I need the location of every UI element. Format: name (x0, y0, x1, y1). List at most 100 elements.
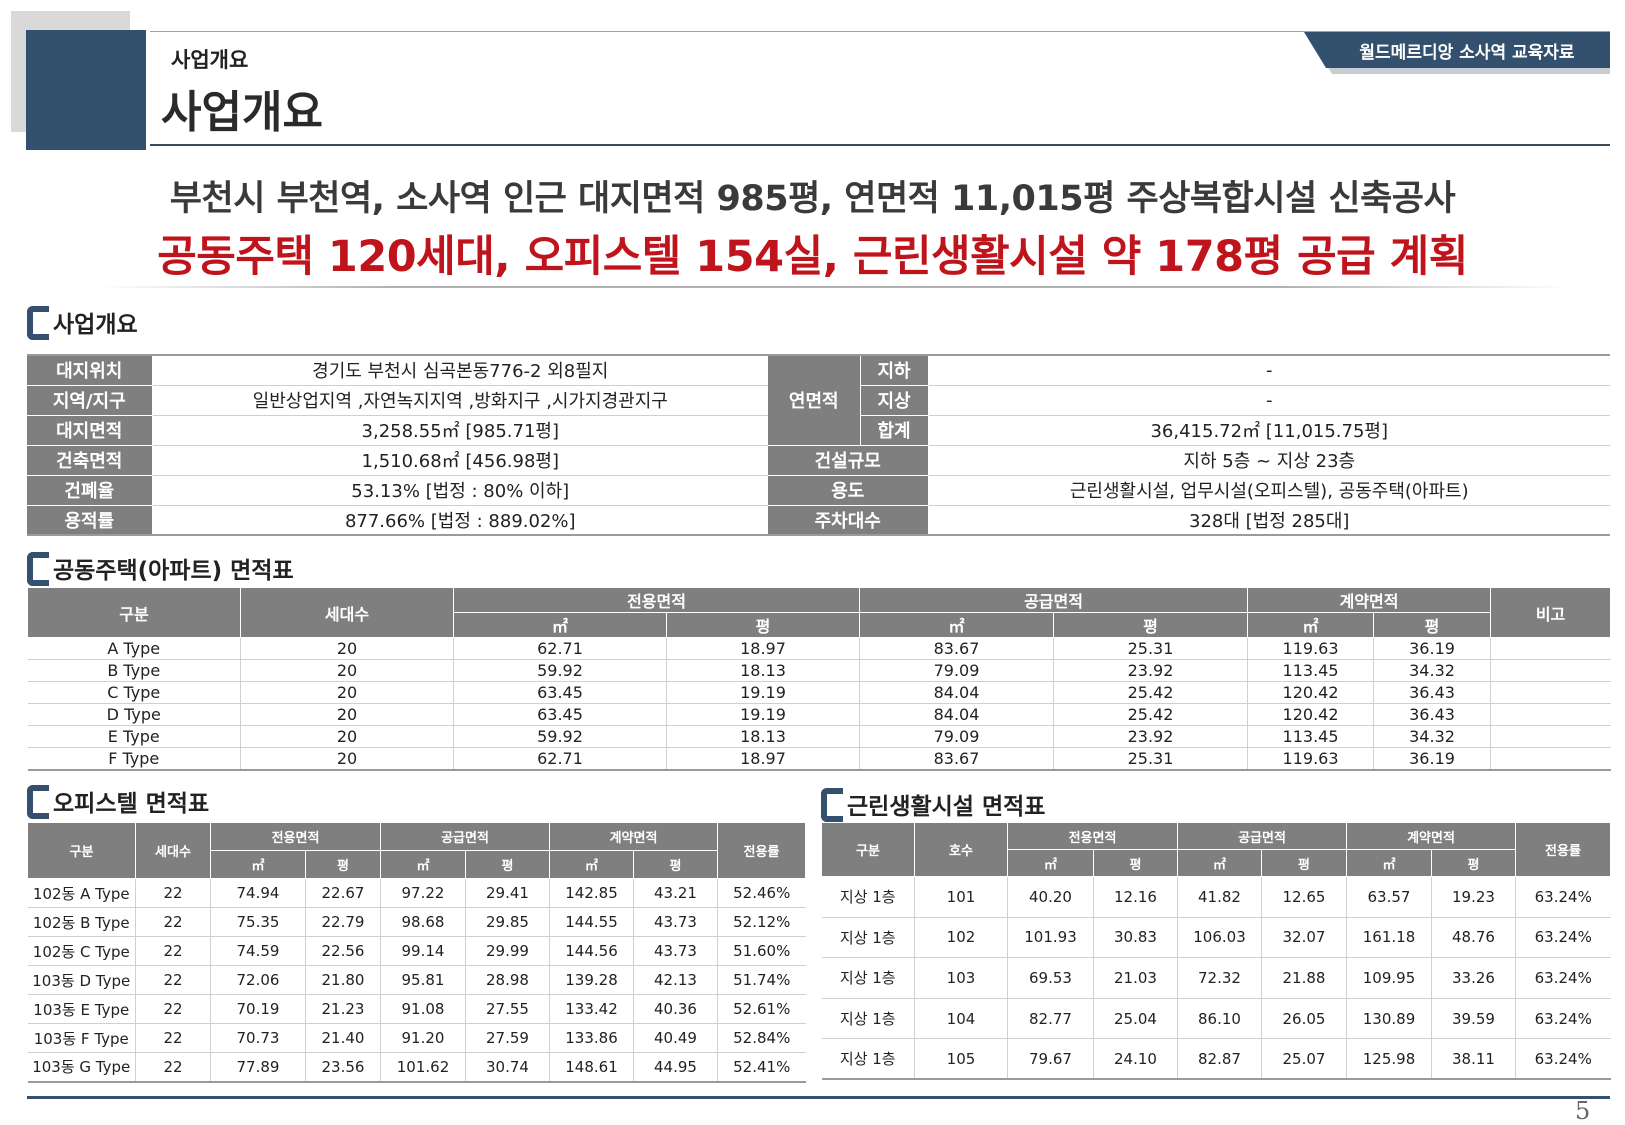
header-exclusive: 전용면적 (452, 587, 861, 613)
table-cell: 119.63 (1247, 637, 1375, 660)
overview-value: 경기도 부천시 심곡본동776-2 외8필지 (152, 354, 768, 386)
table-cell: 79.67 (1007, 1038, 1094, 1081)
section-title-officetel: 오피스텔 면적표 (27, 785, 209, 819)
table-row: 102동 C Type 22 74.59 22.56 99.14 29.99 144.56 4… (27, 936, 806, 966)
table-cell: 86.10 (1177, 998, 1262, 1040)
overview-label: 건설규모 (768, 445, 929, 476)
table-row: 지상 1층 103 69.53 21.03 72.32 21.88 109.95 33.26 6… (821, 957, 1611, 999)
table-cell: 82.77 (1007, 998, 1094, 1040)
table-cell: 40.20 (1007, 876, 1094, 918)
table-cell: 43.21 (633, 878, 718, 908)
table-cell: E Type (27, 725, 241, 748)
table-cell: 91.08 (380, 994, 466, 1024)
table-cell: 43.73 (633, 936, 718, 966)
section-bracket-icon (821, 788, 843, 822)
section-title-text: 근린생활시설 면적표 (847, 794, 1046, 820)
section-title-apartment: 공동주택(아파트) 면적표 (27, 552, 294, 586)
table-cell: 98.68 (380, 907, 466, 937)
header-pyeong: 평 (1053, 612, 1249, 638)
table-cell: 62.71 (453, 637, 667, 660)
table-cell: 32.07 (1261, 917, 1347, 959)
footer-rule (27, 1096, 1610, 1099)
table-cell: 20 (240, 703, 454, 726)
table-cell: 109.95 (1346, 957, 1432, 999)
table-cell: 30.83 (1093, 917, 1178, 959)
overview-floor-area-label: 연면적 (768, 354, 861, 446)
table-cell: 23.92 (1053, 659, 1249, 682)
table-cell: 103동 E Type (27, 994, 136, 1024)
table-cell: 62.71 (453, 747, 667, 771)
overview-value: 근린생활시설, 업무시설(오피스텔), 공동주택(아파트) (928, 475, 1610, 506)
table-cell: 36.19 (1373, 747, 1492, 771)
retail-rows: 지상 1층 101 40.20 12.16 41.82 12.65 63.57 19.23 63… (821, 876, 1611, 1081)
table-cell: 22 (135, 1023, 211, 1053)
table-cell: 22.56 (305, 936, 381, 966)
table-cell: 22.79 (305, 907, 381, 937)
table-cell: 21.03 (1093, 957, 1178, 999)
page-number: 5 (1575, 1097, 1591, 1125)
table-cell: 43.73 (633, 907, 718, 937)
table-cell: 29.41 (465, 878, 550, 908)
table-cell: 103동 F Type (27, 1023, 136, 1053)
table-cell (1490, 747, 1611, 771)
section-title-text: 공동주택(아파트) 면적표 (53, 558, 294, 584)
apartment-area-table: 구분 세대수 전용면적 공급면적 계약면적 비고 ㎡ 평 ㎡ 평 ㎡ 평 A T… (27, 587, 1612, 771)
table-cell: 25.31 (1053, 637, 1249, 660)
table-cell: 27.55 (465, 994, 550, 1024)
table-cell: 28.98 (465, 965, 550, 995)
overview-value: 일반상업지역 ,자연녹지지역 ,방화지구 ,시가지경관지구 (152, 385, 768, 416)
table-cell: 지상 1층 (821, 917, 915, 959)
header-sqm: ㎡ (859, 612, 1055, 638)
header-type: 구분 (27, 587, 241, 638)
section-bracket-icon (27, 552, 49, 586)
section-bracket-icon (27, 306, 49, 340)
headline-summary: 부천시 부천역, 소사역 인근 대지면적 985평, 연면적 11,015평 주… (169, 179, 1456, 219)
table-cell: 30.74 (465, 1052, 550, 1083)
table-cell: 33.26 (1431, 957, 1516, 999)
table-cell: 48.76 (1431, 917, 1516, 959)
table-cell: 82.87 (1177, 1038, 1262, 1081)
table-cell: 20 (240, 637, 454, 660)
table-cell (1490, 659, 1611, 682)
table-cell: 79.09 (859, 659, 1055, 682)
section-title-overview: 사업개요 (27, 306, 138, 340)
overview-label: 합계 (860, 415, 929, 446)
table-cell: 83.67 (859, 747, 1055, 771)
table-row: A Type 20 62.71 18.97 83.67 25.31 119.63 36.19 (27, 637, 1611, 660)
section-title-retail: 근린생활시설 면적표 (821, 788, 1046, 822)
header-bottom-rule (150, 144, 1610, 146)
header-corner-block (26, 30, 146, 150)
table-cell: 25.07 (1261, 1038, 1347, 1081)
table-cell: 20 (240, 659, 454, 682)
table-row: C Type 20 63.45 19.19 84.04 25.42 120.42 36.43 (27, 681, 1611, 704)
table-cell: 52.61% (717, 994, 806, 1024)
table-cell: 18.97 (666, 747, 861, 771)
table-cell: 102 (914, 917, 1008, 959)
table-cell: 20 (240, 725, 454, 748)
table-cell: 72.32 (1177, 957, 1262, 999)
table-cell: 95.81 (380, 965, 466, 995)
table-cell: 106.03 (1177, 917, 1262, 959)
header-units: 세대수 (240, 587, 454, 638)
table-cell: 19.19 (666, 681, 861, 704)
table-cell: 125.98 (1346, 1038, 1432, 1081)
table-cell: 22 (135, 878, 211, 908)
table-cell: 26.05 (1261, 998, 1347, 1040)
table-cell: 105 (914, 1038, 1008, 1081)
table-cell: 18.13 (666, 725, 861, 748)
header-supply: 공급면적 (380, 822, 550, 851)
table-cell: 18.13 (666, 659, 861, 682)
table-cell: 113.45 (1247, 659, 1375, 682)
table-cell: 52.84% (717, 1023, 806, 1053)
header-pyeong: 평 (665, 612, 861, 638)
table-row: B Type 20 59.92 18.13 79.09 23.92 113.45 34.32 (27, 659, 1611, 682)
overview-label: 대지위치 (27, 354, 153, 386)
overview-value: - (928, 354, 1610, 386)
header-note: 비고 (1490, 587, 1612, 638)
overview-value: 36,415.72㎡ [11,015.75평] (928, 415, 1610, 446)
table-cell: 103동 G Type (27, 1052, 136, 1083)
overview-value: 지하 5층 ~ 지상 23층 (928, 445, 1610, 476)
table-row: 102동 B Type 22 75.35 22.79 98.68 29.85 144.55 4… (27, 907, 806, 937)
table-cell: 25.31 (1053, 747, 1249, 771)
table-row: D Type 20 63.45 19.19 84.04 25.42 120.42 36.43 (27, 703, 1611, 726)
